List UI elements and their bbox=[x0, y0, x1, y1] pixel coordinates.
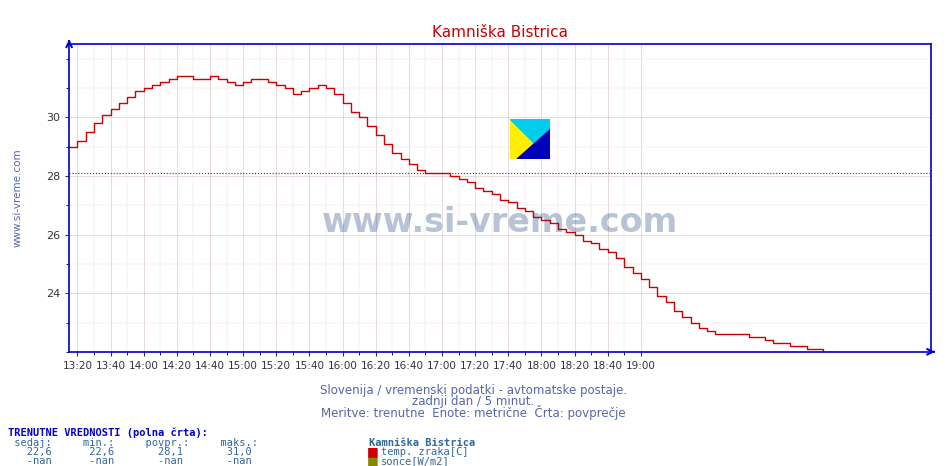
Text: temp. zraka[C]: temp. zraka[C] bbox=[381, 447, 468, 457]
Polygon shape bbox=[510, 119, 550, 159]
Text: www.si-vreme.com: www.si-vreme.com bbox=[322, 206, 678, 239]
Text: sonce[W/m2]: sonce[W/m2] bbox=[381, 456, 450, 466]
Text: www.si-vreme.com: www.si-vreme.com bbox=[12, 149, 23, 247]
Text: ■: ■ bbox=[366, 455, 378, 466]
Text: Kamniška Bistrica: Kamniška Bistrica bbox=[369, 438, 475, 448]
Text: zadnji dan / 5 minut.: zadnji dan / 5 minut. bbox=[412, 395, 535, 408]
Polygon shape bbox=[530, 143, 550, 159]
Text: 22,6      22,6       28,1       31,0: 22,6 22,6 28,1 31,0 bbox=[8, 447, 251, 457]
Text: TRENUTNE VREDNOSTI (polna črta):: TRENUTNE VREDNOSTI (polna črta): bbox=[8, 427, 207, 438]
Text: Meritve: trenutne  Enote: metrične  Črta: povprečje: Meritve: trenutne Enote: metrične Črta: … bbox=[321, 405, 626, 420]
Text: Slovenija / vremenski podatki - avtomatske postaje.: Slovenija / vremenski podatki - avtomats… bbox=[320, 384, 627, 397]
Text: sedaj:     min.:     povpr.:     maks.:: sedaj: min.: povpr.: maks.: bbox=[8, 438, 258, 448]
Polygon shape bbox=[516, 129, 550, 159]
Text: -nan      -nan       -nan       -nan: -nan -nan -nan -nan bbox=[8, 456, 251, 466]
Text: ■: ■ bbox=[366, 445, 378, 459]
Title: Kamniška Bistrica: Kamniška Bistrica bbox=[432, 25, 568, 41]
Polygon shape bbox=[510, 119, 550, 159]
